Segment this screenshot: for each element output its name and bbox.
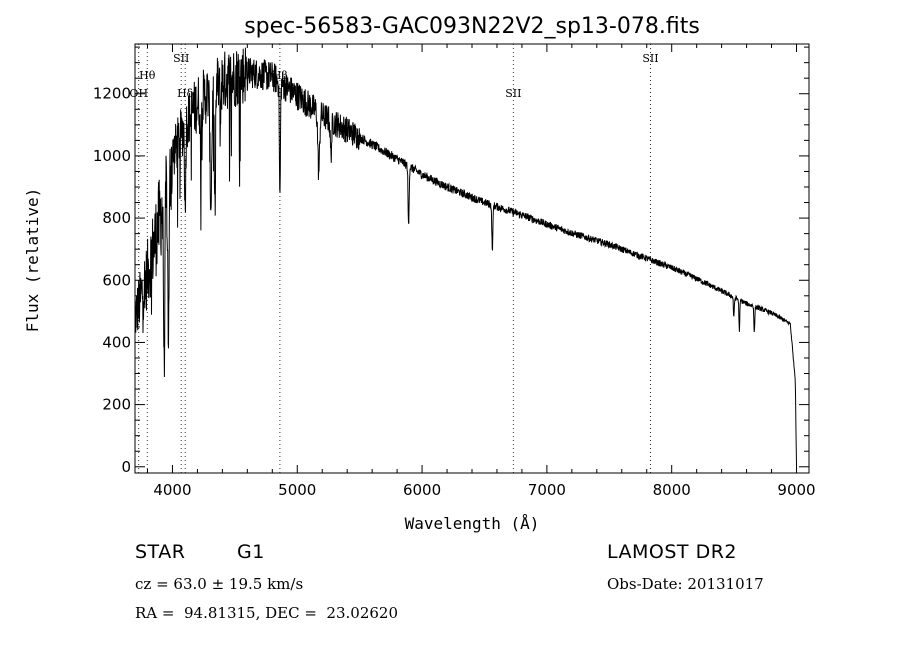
- x-axis-ticks: 4000 5000 6000 7000 8000 9000: [146, 44, 816, 499]
- coordinates: RA = 94.81315, DEC = 23.02620: [135, 604, 399, 622]
- line-marker-label: Hθ: [139, 69, 156, 82]
- spectrum-line: [134, 47, 797, 466]
- x-tick-label: 7000: [528, 481, 566, 499]
- survey-name: LAMOST DR2: [607, 541, 737, 563]
- x-tick-label: 5000: [278, 481, 316, 499]
- y-tick-label: 1200: [93, 85, 131, 103]
- y-tick-label: 1000: [93, 147, 131, 165]
- y-tick-label: 600: [102, 271, 131, 289]
- object-class: STAR: [135, 541, 186, 563]
- x-tick-label: 4000: [153, 481, 191, 499]
- y-tick-label: 400: [102, 333, 131, 351]
- x-tick-label: 8000: [653, 481, 691, 499]
- line-marker-label: SII: [642, 52, 658, 65]
- y-axis-ticks: 0 200 400 600 800 1000 1200: [93, 46, 809, 476]
- line-marker-label: SII: [505, 87, 521, 100]
- x-axis-label: Wavelength (Å): [405, 514, 540, 533]
- y-tick-label: 0: [121, 458, 131, 476]
- line-marker-label: SII: [173, 52, 189, 65]
- plot-frame: [134, 43, 810, 474]
- y-axis-label: Flux (relative): [23, 188, 42, 333]
- x-tick-label: 6000: [403, 481, 441, 499]
- object-subclass: G1: [237, 541, 265, 563]
- redshift-text: cz = 63.0 ± 19.5 km/s: [135, 575, 304, 593]
- y-tick-label: 800: [102, 209, 131, 227]
- chart-title: spec-56583-GAC093N22V2_sp13-078.fits: [244, 14, 700, 39]
- x-tick-label: 9000: [777, 481, 815, 499]
- obs-date: Obs-Date: 20131017: [607, 575, 764, 593]
- y-tick-label: 200: [102, 396, 131, 414]
